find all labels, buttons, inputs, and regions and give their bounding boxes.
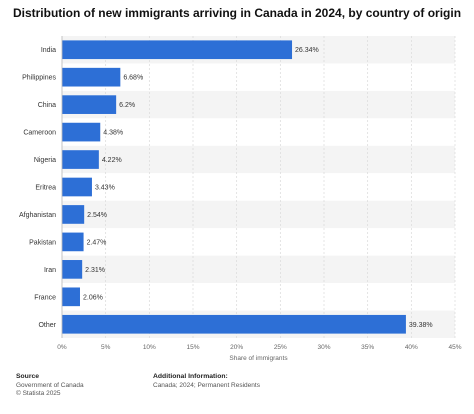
row-band: [62, 228, 455, 256]
category-label: Cameroon: [23, 130, 56, 137]
row-band: [62, 173, 455, 201]
x-tick-label: 5%: [101, 344, 111, 351]
bar: [62, 232, 84, 252]
x-tick-label: 45%: [448, 344, 461, 351]
row-band: [62, 118, 455, 146]
x-tick-label: 15%: [186, 344, 199, 351]
x-tick-label: 10%: [143, 344, 156, 351]
source-line-1: Government of Canada: [16, 382, 84, 389]
value-label: 2.47%: [87, 239, 107, 246]
value-label: 26.34%: [295, 47, 319, 54]
bar: [62, 205, 85, 224]
category-label: Iran: [44, 267, 56, 274]
value-label: 6.2%: [119, 102, 135, 109]
additional-info-block: Additional Information: Canada; 2024; Pe…: [153, 373, 260, 390]
value-label: 39.38%: [409, 322, 433, 329]
value-label: 4.38%: [103, 130, 123, 137]
category-label: France: [34, 294, 56, 301]
category-label: Afghanistan: [19, 212, 56, 219]
row-band: [62, 145, 455, 174]
additional-info-heading: Additional Information:: [153, 373, 228, 380]
value-label: 4.22%: [102, 157, 122, 164]
value-label: 6.68%: [123, 75, 143, 82]
x-tick-label: 25%: [274, 344, 287, 351]
value-label: 2.31%: [85, 267, 105, 274]
additional-info-line: Canada; 2024; Permanent Residents: [153, 382, 260, 389]
category-label: Eritrea: [35, 185, 56, 192]
x-tick-label: 20%: [230, 344, 243, 351]
bar: [62, 40, 293, 60]
category-label: Pakistan: [29, 239, 56, 246]
category-label: China: [38, 102, 56, 109]
source-block: Source Government of Canada © Statista 2…: [16, 373, 84, 398]
bar: [62, 122, 101, 142]
source-line-2: © Statista 2025: [16, 390, 61, 397]
category-label: Philippines: [22, 75, 56, 82]
bar: [62, 95, 117, 114]
bar: [62, 177, 92, 197]
bar: [62, 287, 80, 307]
row-band: [62, 283, 455, 311]
value-label: 2.54%: [87, 212, 107, 219]
bar: [62, 67, 121, 87]
bar: [62, 314, 406, 334]
x-tick-label: 35%: [361, 344, 374, 351]
row-band: [62, 90, 455, 119]
bar: [62, 260, 83, 279]
x-tick-label: 40%: [405, 344, 418, 351]
category-label: Nigeria: [34, 157, 56, 164]
x-tick-label: 30%: [317, 344, 330, 351]
bar-chart: 0% 5% 10% 15% 20% 25% 30% 35% 40% 45% Share of imm…: [19, 36, 462, 362]
source-heading: Source: [16, 373, 40, 380]
category-label: India: [41, 47, 56, 54]
category-label: Other: [38, 322, 56, 329]
value-label: 3.43%: [95, 185, 115, 192]
row-band: [62, 200, 455, 229]
row-band: [62, 255, 455, 284]
chart-title: Distribution of new immigrants arriving …: [12, 6, 462, 20]
bar: [62, 150, 99, 169]
row-band: [62, 63, 455, 91]
x-axis-title: Share of immigrants: [229, 355, 288, 362]
x-tick-label: 0%: [57, 344, 67, 351]
value-label: 2.06%: [83, 294, 103, 301]
